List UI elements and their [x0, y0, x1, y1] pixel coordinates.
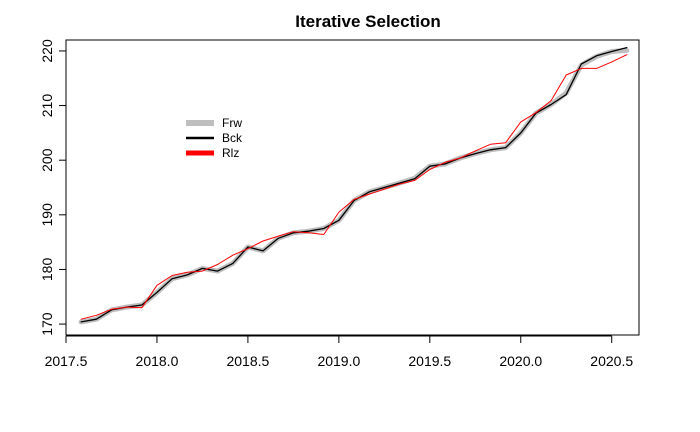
chart-title: Iterative Selection — [295, 12, 441, 31]
series-line-bck — [80, 46, 628, 323]
series-layer — [78, 46, 630, 325]
x-tick-label: 2020.5 — [590, 353, 633, 369]
x-tick-label: 2018.0 — [136, 353, 179, 369]
plot-frame — [65, 39, 640, 336]
series-line-rlz — [80, 54, 628, 320]
x-tick-label: 2019.5 — [408, 353, 451, 369]
legend-label-frw: Frw — [222, 116, 242, 130]
y-tick-label: 200 — [39, 148, 55, 172]
y-tick-label: 220 — [39, 39, 55, 63]
y-tick-label: 170 — [39, 312, 55, 336]
x-tick-label: 2019.0 — [317, 353, 360, 369]
legend-label-bck: Bck — [222, 131, 243, 145]
y-tick-label: 180 — [39, 258, 55, 282]
x-tick-label: 2018.5 — [226, 353, 269, 369]
legend-label-rlz: Rlz — [222, 146, 239, 160]
y-axis: 170 180 190 200 210 220 — [39, 39, 67, 336]
y-tick-label: 190 — [39, 203, 55, 227]
x-tick-label: 2017.5 — [45, 353, 88, 369]
y-tick-label: 210 — [39, 94, 55, 118]
x-tick-label: 2020.0 — [499, 353, 542, 369]
x-axis: 2017.5 2018.0 2018.5 2019.0 2019.5 2020.0 2020… — [45, 335, 633, 369]
